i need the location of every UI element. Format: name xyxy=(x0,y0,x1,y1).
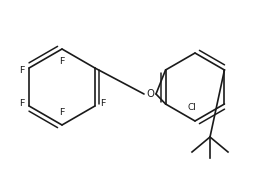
Text: Cl: Cl xyxy=(188,103,196,112)
Text: F: F xyxy=(19,66,24,75)
Text: F: F xyxy=(19,99,24,108)
Text: F: F xyxy=(59,57,65,66)
Text: O: O xyxy=(146,89,154,99)
Text: F: F xyxy=(100,99,105,108)
Text: F: F xyxy=(59,108,65,117)
